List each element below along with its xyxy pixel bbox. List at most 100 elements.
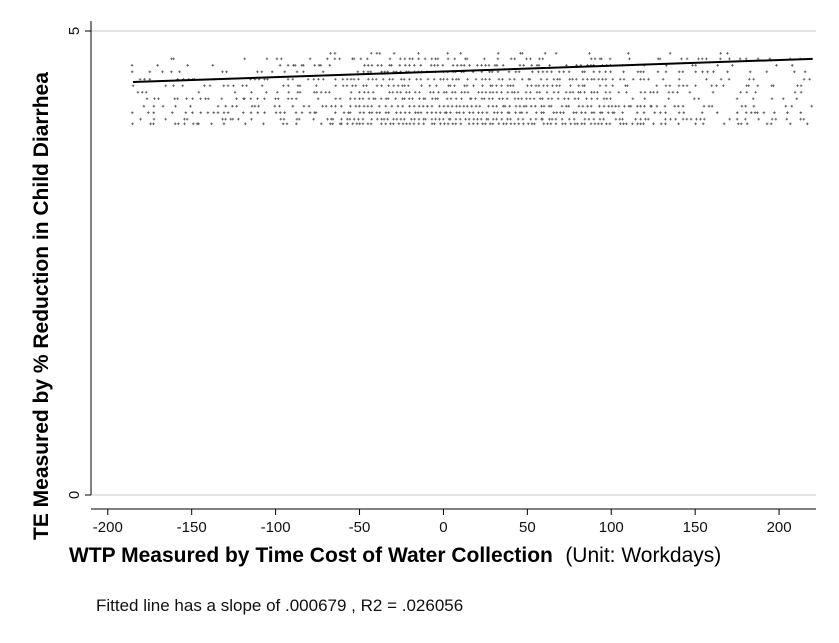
scatter-point xyxy=(390,64,393,67)
scatter-point xyxy=(315,90,319,94)
scatter-point xyxy=(664,70,668,74)
scatter-point xyxy=(550,117,554,121)
scatter-point xyxy=(735,97,739,101)
scatter-point xyxy=(472,84,475,88)
scatter-point xyxy=(256,70,259,74)
scatter-point xyxy=(589,57,593,61)
scatter-point xyxy=(699,117,702,121)
scatter-point xyxy=(446,122,450,126)
scatter-point xyxy=(592,117,596,121)
scatter-point xyxy=(583,90,586,94)
scatter-point xyxy=(149,122,152,126)
scatter-point xyxy=(143,77,146,81)
scatter-point xyxy=(411,57,414,61)
scatter-point xyxy=(265,57,269,61)
scatter-point xyxy=(528,90,532,94)
scatter-point xyxy=(319,64,323,67)
scatter-point xyxy=(619,122,622,126)
scatter-point xyxy=(652,122,655,126)
scatter-point xyxy=(650,104,653,108)
scatter-point xyxy=(658,57,662,61)
scatter-point xyxy=(567,70,571,74)
scatter-point xyxy=(784,104,788,108)
scatter-point xyxy=(462,104,466,108)
scatter-point xyxy=(611,77,615,81)
scatter-point xyxy=(358,111,362,114)
scatter-point xyxy=(263,111,266,114)
scatter-point xyxy=(726,51,729,55)
scatter-point xyxy=(232,84,235,88)
scatter-point xyxy=(765,70,769,74)
scatter-point xyxy=(728,57,731,61)
scatter-point xyxy=(460,97,463,101)
scatter-point xyxy=(535,90,539,94)
scatter-point xyxy=(465,84,469,88)
scatter-point xyxy=(745,90,749,94)
scatter-point xyxy=(649,90,652,94)
scatter-point xyxy=(349,104,352,108)
scatter-point xyxy=(600,111,604,114)
scatter-point xyxy=(705,77,708,81)
scatter-point xyxy=(762,111,766,114)
scatter-point xyxy=(752,77,756,81)
scatter-point xyxy=(534,84,538,88)
scatter-point xyxy=(138,77,142,81)
scatter-point xyxy=(486,117,490,121)
scatter-point xyxy=(243,57,247,61)
scatter-point xyxy=(274,97,277,101)
scatter-point xyxy=(748,77,751,81)
scatter-point xyxy=(410,117,413,121)
scatter-point xyxy=(380,64,383,67)
scatter-point xyxy=(546,122,549,126)
scatter-point xyxy=(503,104,507,108)
scatter-point xyxy=(348,111,352,114)
scatter-point xyxy=(646,117,650,121)
scatter-point xyxy=(621,117,624,121)
scatter-point xyxy=(455,111,459,114)
scatter-point xyxy=(549,104,553,108)
scatter-point xyxy=(375,51,379,55)
scatter-point xyxy=(590,90,593,94)
scatter-point xyxy=(541,117,544,121)
scatter-point xyxy=(472,117,476,121)
scatter-point xyxy=(500,90,503,94)
scatter-point xyxy=(542,111,546,114)
scatter-point xyxy=(509,84,512,88)
scatter-point xyxy=(363,64,366,67)
scatter-point xyxy=(534,117,538,121)
scatter-point xyxy=(491,97,494,101)
scatter-point xyxy=(148,70,152,74)
scatter-point xyxy=(751,97,755,101)
scatter-point xyxy=(422,122,426,126)
scatter-point xyxy=(465,57,469,61)
scatter-point xyxy=(403,111,407,114)
scatter-point xyxy=(774,117,778,121)
scatter-point xyxy=(380,117,383,121)
scatter-point xyxy=(375,111,379,114)
scatter-point xyxy=(653,111,657,114)
scatter-point xyxy=(744,104,747,108)
scatter-point xyxy=(450,90,454,94)
scatter-point xyxy=(671,90,675,94)
scatter-point xyxy=(634,117,637,121)
scatter-point xyxy=(480,90,484,94)
scatter-point xyxy=(715,111,719,114)
scatter-point xyxy=(204,97,207,101)
scatter-point xyxy=(377,104,381,108)
scatter-point xyxy=(366,90,370,94)
scatter-point xyxy=(491,122,495,126)
scatter-point xyxy=(685,57,689,61)
scatter-point xyxy=(799,117,802,121)
scatter-point xyxy=(295,122,298,126)
scatter-point xyxy=(509,117,512,121)
scatter-point xyxy=(622,122,625,126)
scatter-point xyxy=(403,84,407,88)
scatter-point xyxy=(397,122,401,126)
scatter-point xyxy=(417,51,420,55)
scatter-point xyxy=(790,64,794,67)
scatter-point xyxy=(331,117,335,121)
scatter-point xyxy=(520,111,524,114)
scatter-point xyxy=(231,117,235,121)
scatter-point xyxy=(505,122,508,126)
scatter-point xyxy=(399,90,402,94)
